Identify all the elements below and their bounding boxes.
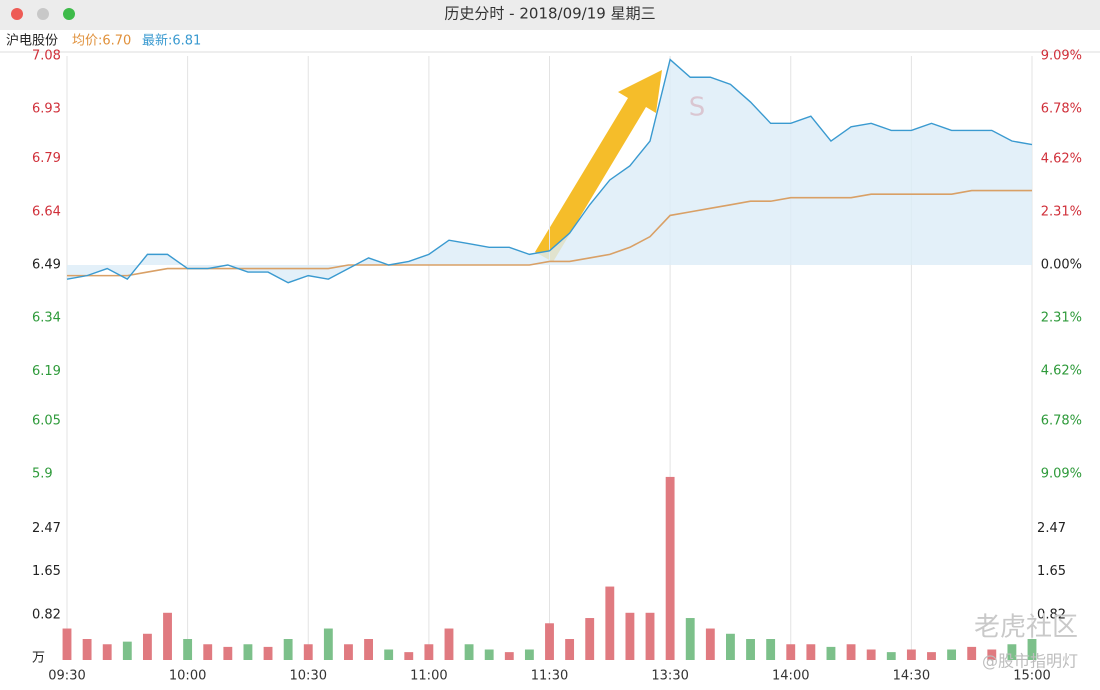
volume-bar	[424, 644, 434, 660]
volume-tick-label: 1.65	[32, 564, 61, 579]
volume-bar	[444, 628, 454, 660]
y-tick-label: 7.08	[32, 49, 61, 64]
volume-bar	[364, 639, 373, 660]
x-tick-label: 13:30	[651, 669, 688, 684]
volume-bar	[645, 612, 655, 660]
y-tick-label: 5.9	[32, 467, 53, 482]
volume-bar	[263, 646, 273, 660]
volume-bar	[866, 649, 876, 660]
volume-bar	[464, 644, 474, 660]
y2-tick-label: 2.31%	[1041, 204, 1082, 219]
volume-tick-label: 1.65	[1037, 564, 1066, 579]
volume-bar	[685, 618, 695, 660]
volume-bar	[142, 633, 152, 660]
x-tick-label: 10:30	[290, 669, 327, 684]
volume-bar	[967, 646, 977, 660]
x-tick-label: 11:30	[531, 669, 568, 684]
volume-bar	[62, 628, 72, 660]
close-button[interactable]	[11, 8, 23, 20]
volume-bar	[384, 649, 394, 660]
volume-bar	[947, 649, 957, 660]
y-tick-label: 6.64	[32, 204, 61, 219]
volume-bar	[665, 476, 675, 660]
x-tick-label: 14:30	[893, 669, 930, 684]
y2-tick-label: 9.09%	[1041, 49, 1082, 64]
maximize-button[interactable]	[63, 8, 75, 20]
x-tick-label: 10:00	[169, 669, 206, 684]
avg-line	[67, 189, 1032, 277]
x-tick-label: 11:00	[410, 669, 447, 684]
y-tick-label: 6.05	[32, 413, 61, 428]
y-tick-label: 6.19	[32, 364, 61, 379]
volume-tick-label: 2.47	[32, 521, 61, 536]
volume-bar	[504, 652, 514, 660]
volume-bar	[766, 639, 776, 660]
volume-bar	[163, 612, 172, 660]
volume-bar	[846, 644, 856, 660]
y-tick-label: 6.79	[32, 151, 61, 166]
volume-bar	[987, 649, 997, 660]
volume-bar	[283, 639, 293, 660]
y2-tick-label: 0.00%	[1041, 258, 1082, 273]
volume-tick-label: 0.82	[32, 607, 61, 622]
volume-bar	[323, 628, 333, 660]
volume-bar	[565, 639, 575, 660]
volume-bar	[705, 628, 715, 660]
volume-bar	[927, 652, 936, 660]
volume-bar	[223, 646, 233, 660]
y2-tick-label: 4.62%	[1041, 151, 1082, 166]
volume-bar	[243, 644, 253, 660]
title-bar	[0, 0, 1100, 30]
volume-bar	[746, 639, 755, 660]
volume-bar	[1027, 639, 1037, 660]
volume-bar	[625, 612, 635, 660]
volume-bar	[183, 639, 193, 660]
y2-tick-label: 4.62%	[1041, 364, 1082, 379]
y-tick-label: 6.93	[32, 102, 61, 117]
volume-bar	[786, 644, 796, 660]
y2-tick-label: 6.78%	[1041, 102, 1082, 117]
y2-tick-label: 9.09%	[1041, 467, 1082, 482]
stock-name: 沪电股份	[6, 33, 58, 49]
volume-bar	[122, 641, 132, 660]
price-line	[66, 58, 1033, 284]
volume-bar	[545, 623, 554, 660]
volume-bar	[303, 644, 313, 660]
volume-bar	[1007, 644, 1017, 660]
volume-bar	[344, 644, 353, 660]
trend-arrow	[535, 70, 662, 262]
volume-bar	[585, 618, 595, 660]
y2-tick-label: 6.78%	[1041, 413, 1082, 428]
y-tick-label: 6.34	[32, 311, 61, 326]
x-tick-label: 09:30	[48, 669, 85, 684]
volume-bar	[82, 639, 92, 660]
volume-bar	[906, 649, 916, 660]
watermark: 老虎社区	[974, 613, 1078, 643]
avg-price: 均价:6.70	[72, 34, 131, 49]
price-area	[67, 59, 1032, 283]
volume-tick-label: 2.47	[1037, 521, 1066, 536]
minimize-button[interactable]	[37, 8, 49, 20]
x-tick-label: 14:00	[772, 669, 809, 684]
y-tick-label: 6.49	[32, 258, 61, 273]
volume-bar	[484, 649, 494, 660]
x-tick-label: 15:00	[1013, 669, 1050, 684]
volume-bar	[886, 652, 896, 660]
volume-tick-label: 0.82	[1037, 607, 1066, 622]
y2-tick-label: 2.31%	[1041, 311, 1082, 326]
window-title: 历史分时 - 2018/09/19 星期三	[444, 5, 655, 23]
volume-bar	[605, 586, 615, 660]
volume-bar	[524, 649, 534, 660]
volume-bar	[826, 646, 836, 660]
volume-bar	[102, 644, 112, 660]
volume-bar	[404, 652, 414, 660]
watermark: @股市指明灯	[982, 652, 1078, 671]
volume-bar	[726, 633, 735, 660]
volume-bar	[203, 644, 213, 660]
last-price: 最新:6.81	[142, 33, 201, 49]
volume-tick-label: 万	[32, 651, 45, 666]
volume-bar	[806, 644, 816, 660]
